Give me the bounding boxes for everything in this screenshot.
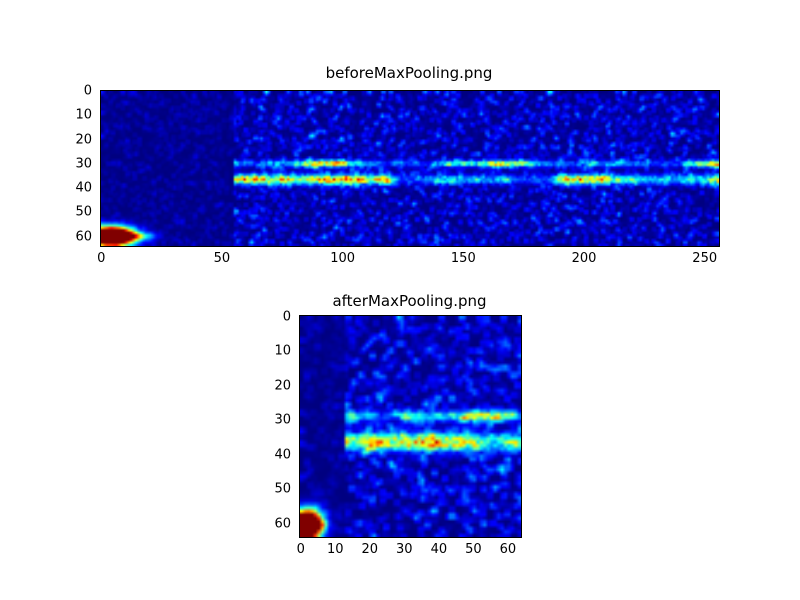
y-tick-label: 30 xyxy=(274,412,291,428)
axes-frame-before xyxy=(100,90,720,247)
y-tick-label: 10 xyxy=(75,107,92,123)
plot-title-before: beforeMaxPooling.png xyxy=(325,64,493,82)
x-tick-label: 100 xyxy=(330,251,356,266)
x-tick-label: 20 xyxy=(361,542,379,557)
x-tick-label: 0 xyxy=(296,542,305,557)
y-tick-label: 30 xyxy=(75,156,92,172)
x-tick-label: 60 xyxy=(499,542,517,557)
y-tick-label: 20 xyxy=(75,132,92,148)
x-tick-label: 150 xyxy=(450,251,476,266)
y-tick-label: 40 xyxy=(274,447,291,463)
x-tick-label: 50 xyxy=(213,251,231,266)
heatmap-image-before xyxy=(101,91,719,246)
y-tick-label: 60 xyxy=(274,516,291,532)
x-tick-label: 0 xyxy=(97,251,106,266)
y-tick-label: 10 xyxy=(274,343,291,359)
y-tick-label: 60 xyxy=(75,229,92,245)
x-tick-label: 50 xyxy=(465,542,482,557)
y-tick-label: 0 xyxy=(83,83,92,99)
y-tick-label: 50 xyxy=(274,481,291,497)
y-tick-label: 0 xyxy=(282,309,291,325)
x-tick-label: 10 xyxy=(326,542,344,557)
y-tick-label: 20 xyxy=(274,378,291,394)
plot-title-after: afterMaxPooling.png xyxy=(332,292,487,310)
x-tick-label: 30 xyxy=(396,542,413,557)
x-tick-label: 250 xyxy=(692,251,718,266)
heatmap-image-after xyxy=(300,316,521,537)
x-tick-label: 40 xyxy=(430,542,448,557)
y-tick-label: 50 xyxy=(75,204,92,220)
axes-frame-after xyxy=(299,315,522,538)
x-tick-label: 200 xyxy=(571,251,597,266)
y-tick-label: 40 xyxy=(75,180,92,196)
